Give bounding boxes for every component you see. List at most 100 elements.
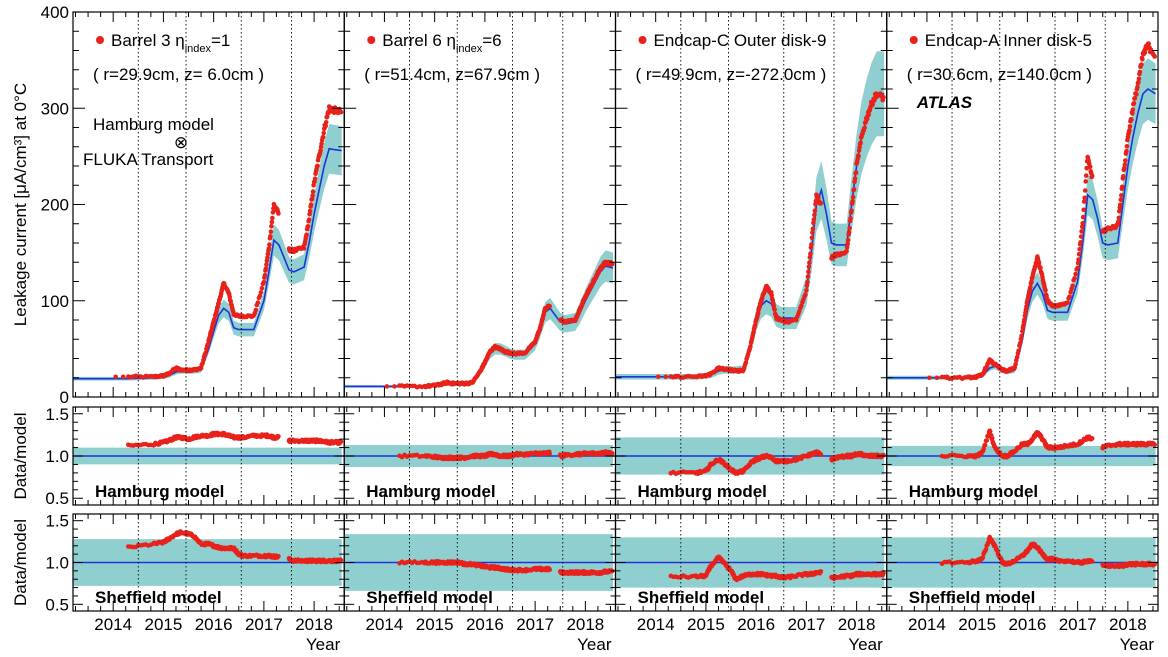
x-tick-label: 2015 <box>687 615 725 634</box>
data-point <box>265 255 270 261</box>
data-point <box>392 384 397 389</box>
data-point <box>1073 271 1078 277</box>
data-point <box>846 230 852 235</box>
data-point <box>319 141 324 146</box>
data-point <box>320 134 326 140</box>
sheffield-ratio-panel-1 <box>72 513 345 612</box>
x-axis-title: Year <box>1120 635 1155 654</box>
data-point <box>1014 354 1020 360</box>
data-point <box>1131 101 1137 106</box>
data-point <box>849 208 854 214</box>
data-point <box>1140 57 1145 62</box>
data-point <box>266 246 272 251</box>
data-point <box>663 374 668 380</box>
data-point <box>809 242 814 247</box>
data-point <box>797 309 802 314</box>
data-point <box>806 264 812 270</box>
data-point <box>1152 442 1157 448</box>
ratio-y-tick-label: 1.0 <box>45 554 69 573</box>
data-point <box>1022 317 1027 323</box>
data-point <box>1017 340 1023 346</box>
x-tick-label: 2015 <box>958 615 996 634</box>
leakage-panel-2 <box>343 11 617 398</box>
hamburg-ratio-panel-3 <box>614 406 888 506</box>
x-tick-label: 2014 <box>908 615 946 634</box>
ratio-y-tick-label: 0.5 <box>45 595 69 614</box>
x-tick-label: 2016 <box>195 615 233 634</box>
data-point <box>1043 287 1048 293</box>
x-tick-label: 2016 <box>1008 615 1046 634</box>
data-point <box>806 269 811 275</box>
data-point <box>1118 202 1123 208</box>
x-axis-title: Year <box>306 635 341 654</box>
module-coordinates: ( r=49.9cm, z=-272.0cm ) <box>636 65 827 84</box>
data-point <box>983 546 989 552</box>
module-column-4 <box>886 11 1159 612</box>
hamburg-ratio-panel-1 <box>72 406 345 506</box>
data-point <box>1135 84 1140 90</box>
data-point <box>858 140 863 145</box>
legend-marker <box>96 36 104 44</box>
data-point <box>1081 199 1087 204</box>
x-tick-label: 2016 <box>466 615 504 634</box>
hamburg-ratio-panel-4 <box>886 406 1159 506</box>
uncertainty-band <box>615 51 885 380</box>
data-point <box>818 200 824 206</box>
module-name: Endcap-A Inner disk-5 <box>925 31 1092 50</box>
data-point <box>881 452 886 458</box>
data-point <box>306 217 312 222</box>
data-point <box>323 120 329 125</box>
legend-marker <box>638 36 647 44</box>
data-point <box>1117 208 1122 214</box>
hamburg-model-label: Hamburg model <box>638 482 767 501</box>
data-point <box>850 194 856 200</box>
model-prediction-line <box>73 147 342 380</box>
data-point <box>269 223 274 229</box>
data-point <box>547 303 552 309</box>
x-axis-title: Year <box>848 635 883 654</box>
legend-marker <box>367 36 376 44</box>
data-point <box>255 300 261 305</box>
model-prediction-line <box>886 87 1156 379</box>
data-point <box>816 194 821 200</box>
data-point <box>1079 229 1084 234</box>
data-point <box>120 374 126 380</box>
data-point <box>857 145 862 150</box>
data-point <box>1089 559 1095 564</box>
data-point <box>198 365 204 371</box>
data-point <box>270 210 276 215</box>
data-point <box>807 254 813 260</box>
data-point <box>547 567 552 572</box>
data-point <box>1127 127 1132 133</box>
data-points <box>397 449 615 462</box>
data-point <box>803 292 808 297</box>
y-tick-label: 300 <box>41 99 69 118</box>
data-point <box>1075 265 1080 271</box>
sheffield-model-label: Sheffield model <box>909 588 1036 607</box>
atlas-label: ATLAS <box>916 93 973 112</box>
data-point <box>655 374 661 380</box>
data-point <box>269 219 275 225</box>
data-point <box>848 215 853 221</box>
x-tick-label: 2018 <box>1109 615 1147 634</box>
data-point <box>257 293 263 299</box>
data-point <box>1079 224 1085 230</box>
data-point <box>1082 188 1088 193</box>
data-point <box>1087 164 1093 170</box>
data-point <box>994 547 1000 552</box>
data-point <box>1080 214 1086 220</box>
data-points <box>397 559 615 577</box>
legend-module-4: Endcap-A Inner disk-5 ( r=30.6cm, z=140.0… <box>907 31 1092 84</box>
data-point <box>853 170 859 175</box>
data-point <box>338 109 344 115</box>
data-point <box>1152 561 1157 567</box>
data-point <box>276 211 281 216</box>
sheffield-ratio-panel-4 <box>886 513 1159 612</box>
x-tick-label: 2017 <box>1059 615 1097 634</box>
data-point <box>1082 195 1087 201</box>
data-point <box>1019 333 1024 339</box>
x-tick-label: 2014 <box>94 615 132 634</box>
sheffield-model-label: Sheffield model <box>95 588 222 607</box>
data-point <box>866 112 871 117</box>
